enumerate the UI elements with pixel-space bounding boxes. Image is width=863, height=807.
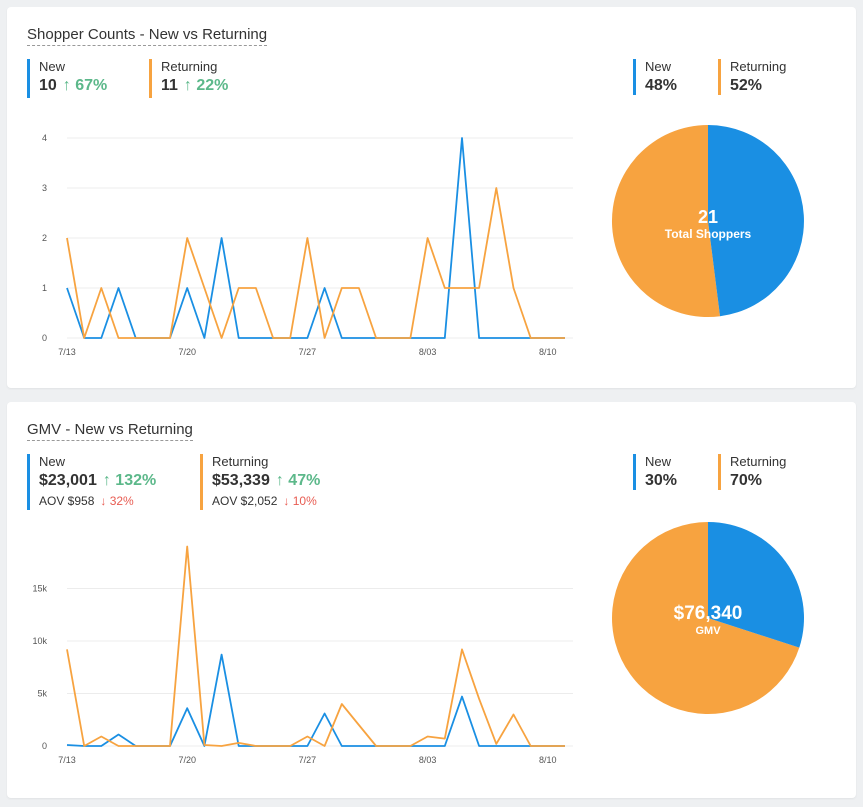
shopper-returning-delta: ↑ 22% [183, 77, 229, 94]
gmv-returning-value: $53,339 [212, 472, 270, 489]
gmv-new-value: $23,001 [39, 472, 97, 489]
gmv-new-aov-delta: ↓ 32% [100, 494, 134, 508]
shopper-returning-label: Returning [161, 59, 218, 74]
gmv-returning-delta: ↑ 47% [275, 472, 321, 489]
shopper-pie-returning-stat: Returning 52% [718, 59, 786, 95]
shopper-new-label: New [39, 59, 66, 74]
shopper-pie-returning-pct: 52% [730, 77, 763, 94]
gmv-pie-new-label: New [645, 454, 672, 469]
shopper-new-value: 10 [39, 77, 57, 94]
shopper-counts-title[interactable]: Shopper Counts - New vs Returning [27, 26, 268, 46]
shopper-counts-card: Shopper Counts - New vs Returning New 10… [7, 7, 856, 388]
gmv-pie-returning-label: Returning [730, 454, 787, 469]
gmv-returning-aov-delta: ↓ 10% [283, 494, 317, 508]
shopper-new-delta: ↑ 67% [62, 77, 108, 94]
shopper-pie-new-pct: 48% [645, 77, 678, 94]
gmv-pie-returning-pct: 70% [730, 472, 763, 489]
gmv-new-label: New [39, 454, 66, 469]
gmv-returning-aov: AOV $2,052 [212, 494, 278, 508]
gmv-pie-returning-stat: Returning 70% [718, 454, 786, 490]
gmv-pie-new-pct: 30% [645, 472, 678, 489]
gmv-returning-label: Returning [212, 454, 269, 469]
gmv-pie-new-stat: New 30% [633, 454, 677, 490]
gmv-returning-stat: Returning $53,339 ↑ 47% AOV $2,052 ↓ 10% [200, 454, 320, 510]
shopper-returning-stat: Returning 11 ↑ 22% [149, 59, 228, 98]
shopper-pie-returning-label: Returning [730, 59, 787, 74]
gmv-card: GMV - New vs Returning New $23,001 ↑ 132%… [7, 402, 856, 798]
gmv-new-aov: AOV $958 [39, 494, 95, 508]
gmv-new-stat: New $23,001 ↑ 132% AOV $958 ↓ 32% [27, 454, 156, 510]
gmv-new-delta: ↑ 132% [102, 472, 157, 489]
gmv-title[interactable]: GMV - New vs Returning [27, 421, 193, 441]
shopper-returning-value: 11 [161, 77, 178, 94]
shopper-pie-new-label: New [645, 59, 672, 74]
shopper-new-stat: New 10 ↑ 67% [27, 59, 107, 98]
shopper-pie-new-stat: New 48% [633, 59, 677, 95]
